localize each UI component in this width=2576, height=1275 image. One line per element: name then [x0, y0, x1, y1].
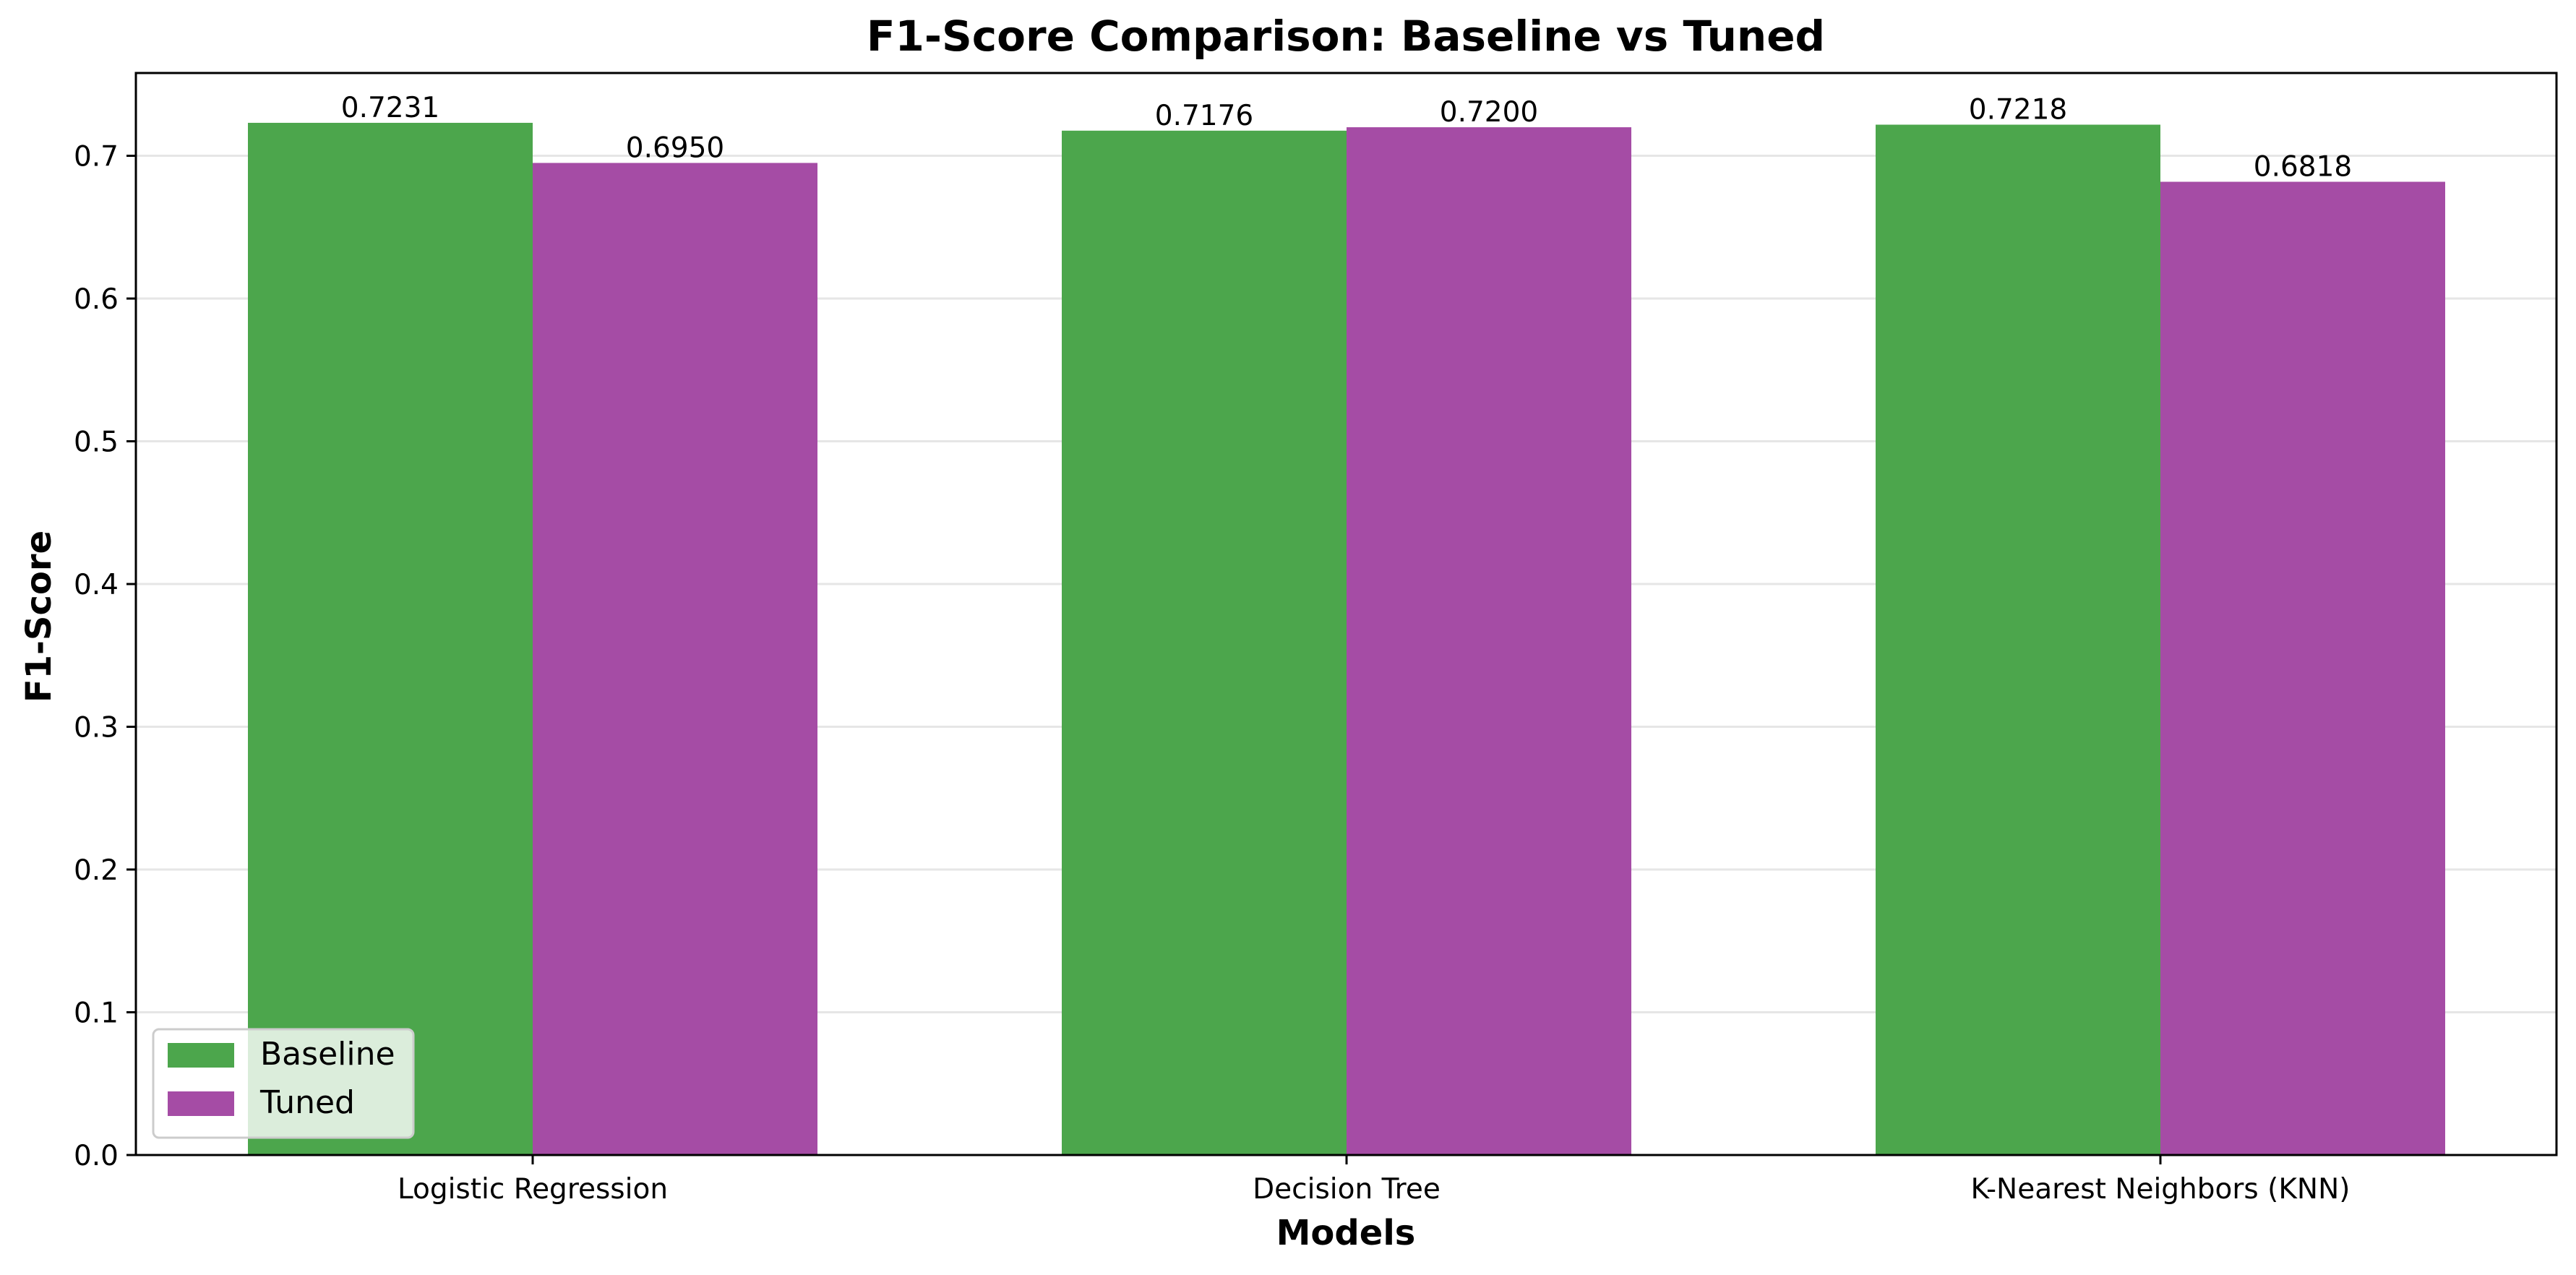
- y-tick-label: 0.0: [74, 1140, 119, 1172]
- legend-label-baseline: Baseline: [260, 1036, 395, 1073]
- x-axis-ticks: Logistic Regression Decision Tree K-Neares…: [398, 1155, 2350, 1206]
- bar-tuned-1: [1347, 127, 1631, 1156]
- x-axis-label: Models: [1276, 1213, 1416, 1253]
- x-tick-label: Decision Tree: [1253, 1173, 1441, 1206]
- y-tick-label: 0.1: [74, 997, 119, 1030]
- x-tick-label: Logistic Regression: [398, 1173, 668, 1206]
- legend-swatch-baseline: [168, 1043, 234, 1068]
- chart-title: F1-Score Comparison: Baseline vs Tuned: [867, 12, 1825, 61]
- bar-baseline-2: [1876, 124, 2160, 1155]
- bar-tuned-2: [2160, 181, 2445, 1155]
- data-label: 0.6950: [626, 132, 724, 164]
- data-label: 0.7231: [341, 92, 439, 124]
- y-axis-label: F1-Score: [19, 531, 59, 703]
- legend: Baseline Tuned: [152, 1028, 415, 1139]
- bar-baseline-1: [1062, 130, 1347, 1155]
- bars: [248, 122, 2445, 1156]
- y-tick-label: 0.2: [74, 854, 119, 887]
- data-label: 0.7176: [1155, 100, 1253, 132]
- data-label: 0.7200: [1440, 96, 1538, 129]
- data-label: 0.7218: [1969, 93, 2067, 126]
- bar-tuned-0: [533, 163, 817, 1155]
- y-tick-label: 0.5: [74, 426, 119, 459]
- y-tick-label: 0.6: [74, 283, 119, 316]
- x-tick-label: K-Nearest Neighbors (KNN): [1971, 1173, 2350, 1206]
- data-labels: 0.7231 0.6950 0.7176 0.7200 0.7218 0.6818: [341, 92, 2352, 184]
- legend-label-tuned: Tuned: [259, 1084, 355, 1121]
- legend-swatch-tuned: [168, 1091, 234, 1116]
- y-tick-label: 0.7: [74, 141, 119, 173]
- y-axis-ticks: 0.0 0.1 0.2 0.3 0.4 0.5 0.6 0.7: [74, 141, 136, 1172]
- bar-baseline-0: [248, 122, 533, 1156]
- y-tick-label: 0.4: [74, 569, 119, 601]
- y-tick-label: 0.3: [74, 712, 119, 744]
- data-label: 0.6818: [2254, 150, 2352, 183]
